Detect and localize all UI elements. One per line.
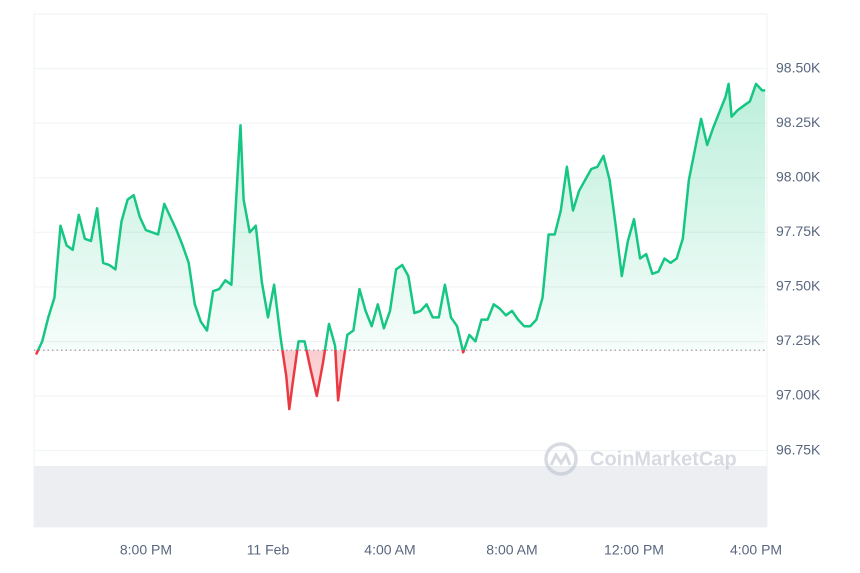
y-tick-label: 98.25K [776, 114, 821, 130]
x-tick-label: 12:00 PM [604, 542, 664, 558]
price-line [34, 82, 766, 411]
y-tick-label: 97.50K [776, 278, 821, 294]
watermark: CoinMarketCap [544, 442, 737, 476]
x-tick-label: 4:00 PM [730, 542, 782, 558]
y-tick-label: 98.00K [776, 168, 821, 184]
plot [34, 68, 767, 452]
y-tick-label: 97.00K [776, 387, 821, 403]
watermark-text: CoinMarketCap [590, 448, 737, 470]
watermark-logo [544, 442, 578, 476]
volume-band [34, 466, 767, 527]
watermark-logo-mark [549, 451, 572, 466]
y-tick-label: 97.25K [776, 332, 821, 348]
x-tick-label: 11 Feb [247, 542, 290, 558]
y-tick-label: 96.75K [776, 441, 821, 457]
x-tick-label: 4:00 AM [364, 542, 415, 558]
x-tick-label: 8:00 PM [120, 542, 172, 558]
price-area [36, 83, 766, 410]
y-tick-label: 98.50K [776, 59, 821, 75]
x-tick-label: 8:00 AM [486, 542, 537, 558]
y-tick-label: 97.75K [776, 223, 821, 239]
